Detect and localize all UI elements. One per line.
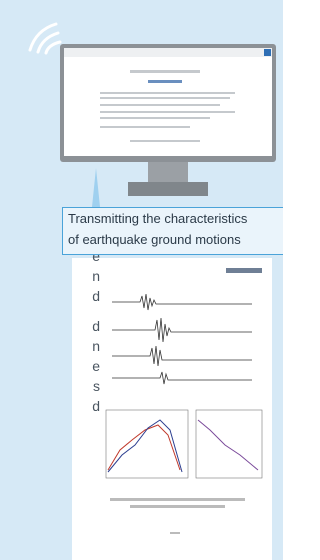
monitor-base [128, 182, 208, 196]
illustration [0, 0, 283, 560]
caption-line: of earthquake ground motions [63, 229, 283, 250]
pointer [92, 168, 100, 207]
monitor-neck [148, 162, 188, 182]
text-fragment: s [93, 378, 100, 394]
document [72, 258, 272, 560]
text-fragment: d [92, 288, 100, 304]
text-fragment: d [92, 318, 100, 334]
text-fragment: e [92, 358, 100, 374]
infographic: slenddnesd Transmitting the characterist… [0, 0, 283, 560]
text-fragment: d [92, 398, 100, 414]
caption: Transmitting the characteristics of eart… [62, 207, 283, 255]
caption-line: Transmitting the characteristics [63, 208, 283, 229]
wifi-icon [30, 24, 60, 53]
monitor-screen [64, 48, 272, 156]
browser-button [264, 49, 271, 56]
doc-logo [226, 268, 262, 273]
browser-bar [64, 48, 272, 57]
text-fragment: n [92, 338, 100, 354]
text-fragment: n [92, 268, 100, 284]
